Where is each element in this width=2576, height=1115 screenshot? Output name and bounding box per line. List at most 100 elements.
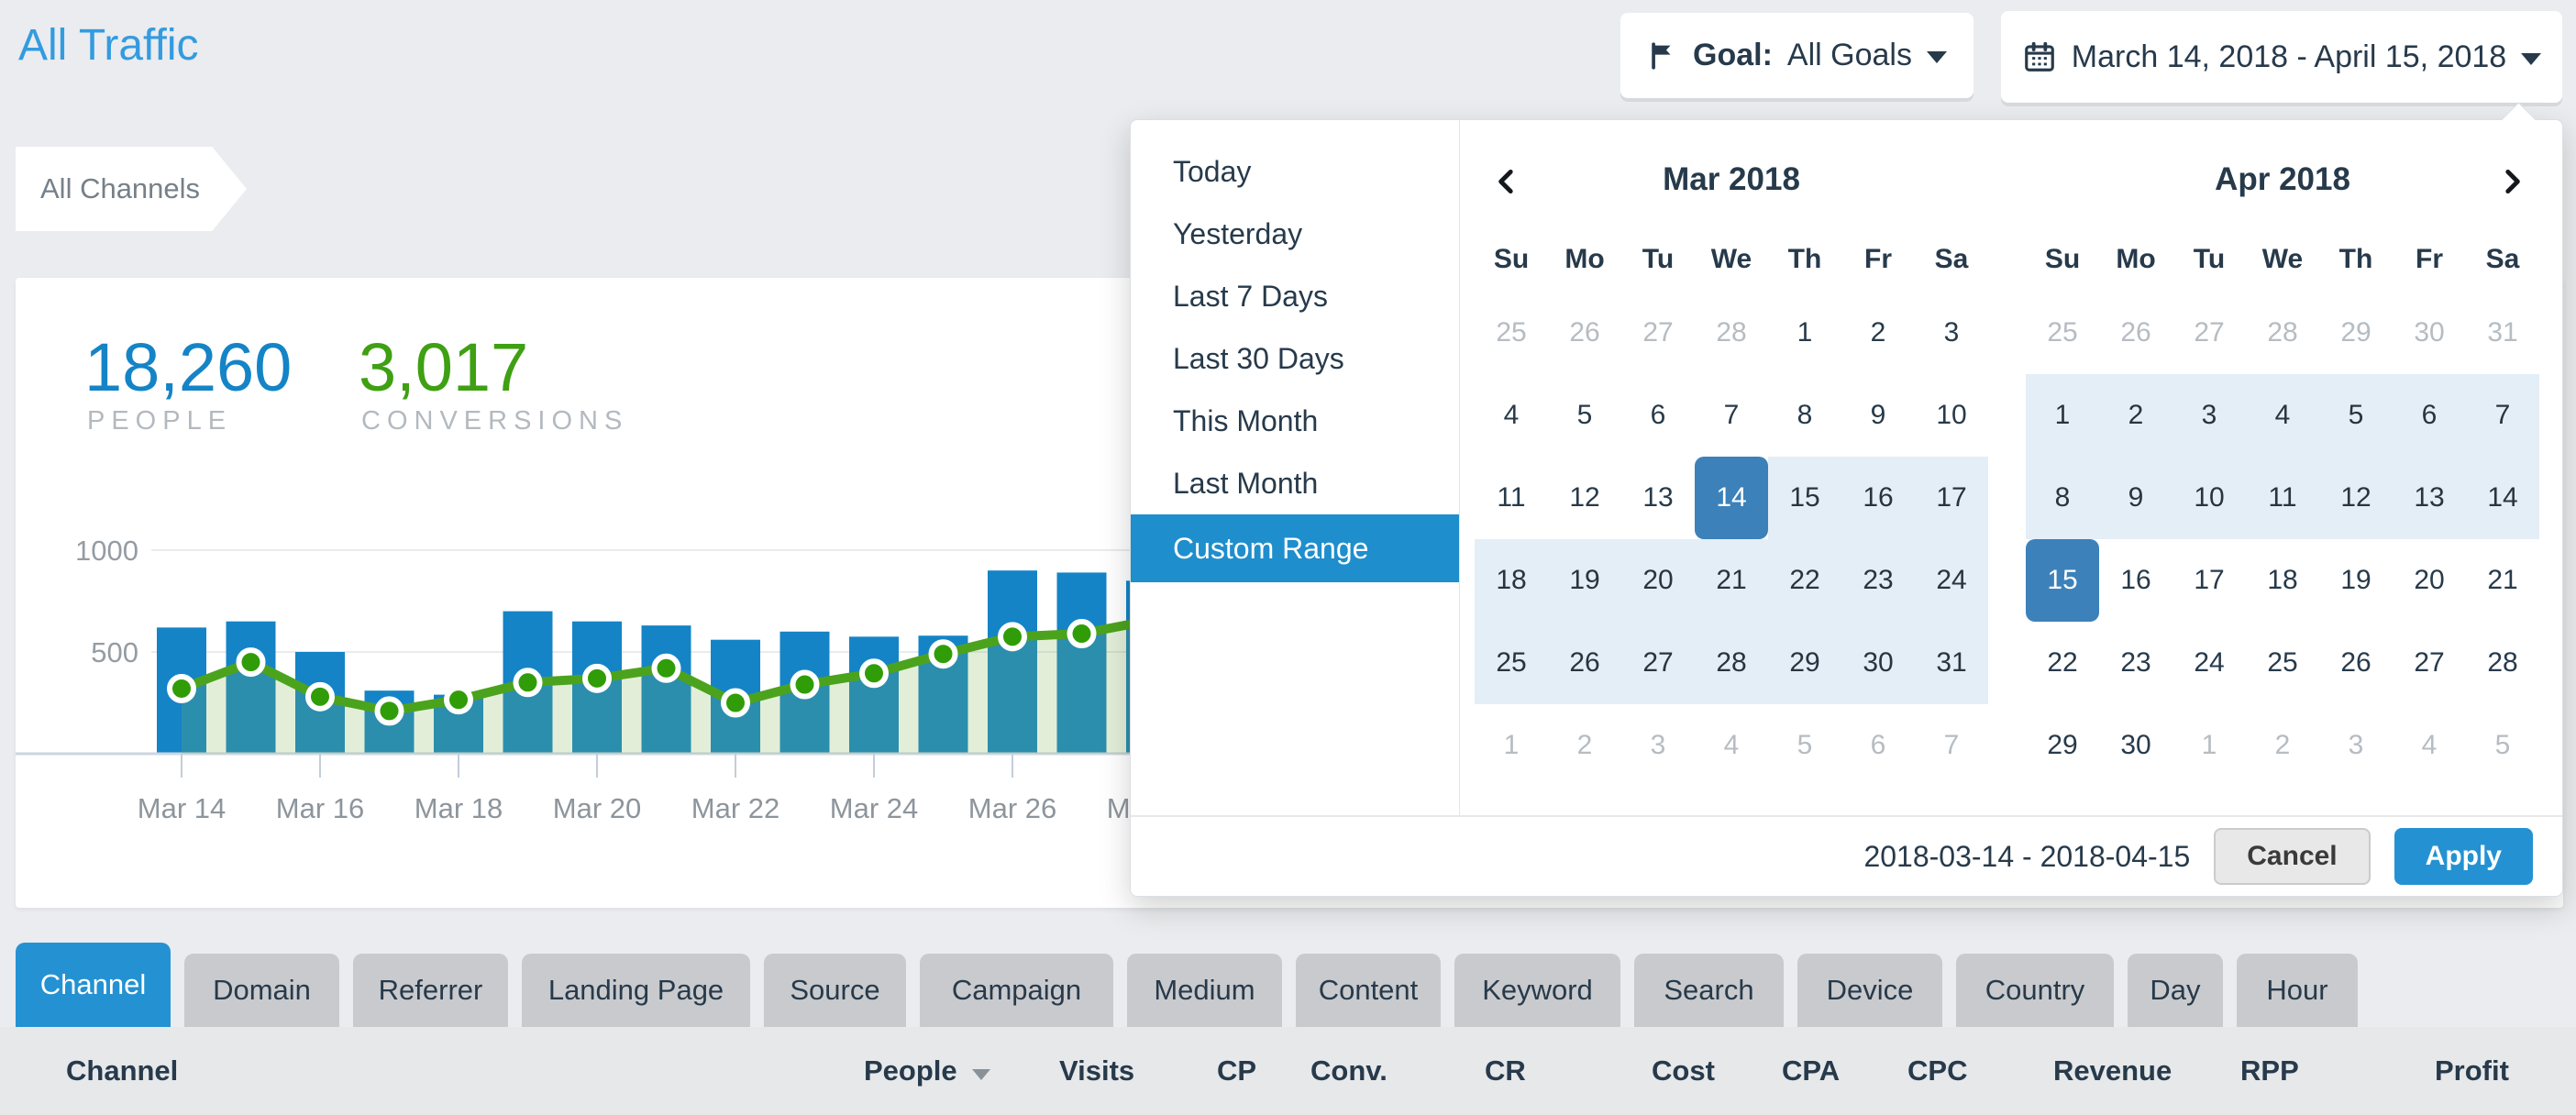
column-header-people[interactable]: People bbox=[864, 1054, 990, 1087]
breadcrumb-chip-all-channels[interactable]: All Channels bbox=[16, 147, 247, 231]
day-cell[interactable]: 28 bbox=[2267, 317, 2298, 348]
day-cell[interactable]: 2 bbox=[2099, 374, 2172, 457]
column-header-rpp[interactable]: RPP bbox=[2240, 1054, 2299, 1087]
day-cell[interactable]: 27 bbox=[1621, 622, 1695, 704]
day-cell[interactable]: 28 bbox=[1716, 317, 1747, 348]
day-cell[interactable]: 1 bbox=[2201, 730, 2217, 760]
day-cell[interactable]: 10 bbox=[1936, 400, 1967, 430]
day-cell[interactable]: 24 bbox=[2194, 647, 2225, 678]
preset-today[interactable]: Today bbox=[1173, 154, 1252, 188]
day-cell[interactable]: 18 bbox=[2267, 565, 2298, 595]
day-cell[interactable]: 7 bbox=[1943, 730, 1960, 760]
day-cell[interactable]: 7 bbox=[2466, 374, 2539, 457]
day-cell[interactable]: 27 bbox=[2414, 647, 2445, 678]
day-cell[interactable]: 12 bbox=[1569, 482, 1600, 513]
column-header-conv[interactable]: Conv. bbox=[1310, 1054, 1388, 1087]
day-cell[interactable]: 1 bbox=[1503, 730, 1520, 760]
day-cell[interactable]: 25 bbox=[2047, 317, 2078, 348]
day-cell[interactable]: 21 bbox=[1695, 539, 1768, 622]
day-cell[interactable]: 20 bbox=[1621, 539, 1695, 622]
day-cell[interactable]: 23 bbox=[2120, 647, 2151, 678]
tab-country[interactable]: Country bbox=[1956, 954, 2114, 1027]
tab-day[interactable]: Day bbox=[2128, 954, 2223, 1027]
day-cell[interactable]: 2 bbox=[1870, 317, 1886, 348]
day-cell[interactable]: 13 bbox=[2393, 457, 2466, 539]
column-header-revenue[interactable]: Revenue bbox=[2053, 1054, 2172, 1087]
day-cell[interactable]: 6 bbox=[1650, 400, 1666, 430]
day-cell-selected[interactable]: 14 bbox=[1695, 457, 1768, 539]
day-cell[interactable]: 19 bbox=[2340, 565, 2371, 595]
day-cell[interactable]: 12 bbox=[2319, 457, 2393, 539]
day-cell[interactable]: 17 bbox=[1915, 457, 1988, 539]
preset-yesterday[interactable]: Yesterday bbox=[1173, 216, 1303, 250]
day-cell[interactable]: 5 bbox=[1797, 730, 1813, 760]
day-cell[interactable]: 4 bbox=[1723, 730, 1740, 760]
day-cell[interactable]: 27 bbox=[1642, 317, 1674, 348]
day-cell[interactable]: 13 bbox=[1642, 482, 1674, 513]
day-cell[interactable]: 29 bbox=[2047, 730, 2078, 760]
day-cell[interactable]: 4 bbox=[2421, 730, 2438, 760]
tab-referrer[interactable]: Referrer bbox=[353, 954, 508, 1027]
day-cell[interactable]: 15 bbox=[1768, 457, 1841, 539]
column-header-channel[interactable]: Channel bbox=[66, 1054, 179, 1087]
preset-custom-range[interactable]: Custom Range bbox=[1131, 514, 1459, 582]
day-cell[interactable]: 11 bbox=[1497, 482, 1526, 513]
day-cell[interactable]: 25 bbox=[2267, 647, 2298, 678]
day-cell[interactable]: 31 bbox=[1915, 622, 1988, 704]
day-cell[interactable]: 8 bbox=[2026, 457, 2099, 539]
day-cell[interactable]: 20 bbox=[2414, 565, 2445, 595]
day-cell[interactable]: 28 bbox=[1695, 622, 1768, 704]
day-cell[interactable]: 26 bbox=[2120, 317, 2151, 348]
day-cell[interactable]: 22 bbox=[1768, 539, 1841, 622]
day-cell[interactable]: 16 bbox=[2120, 565, 2151, 595]
day-cell[interactable]: 8 bbox=[1797, 400, 1813, 430]
day-cell[interactable]: 22 bbox=[2047, 647, 2078, 678]
day-cell[interactable]: 30 bbox=[2414, 317, 2445, 348]
day-cell[interactable]: 3 bbox=[2172, 374, 2246, 457]
tab-campaign[interactable]: Campaign bbox=[920, 954, 1113, 1027]
day-cell[interactable]: 9 bbox=[2099, 457, 2172, 539]
day-cell[interactable]: 10 bbox=[2172, 457, 2246, 539]
tab-medium[interactable]: Medium bbox=[1127, 954, 1282, 1027]
day-cell[interactable]: 18 bbox=[1475, 539, 1548, 622]
preset-last-month[interactable]: Last Month bbox=[1173, 466, 1319, 500]
preset-last-7-days[interactable]: Last 7 Days bbox=[1173, 279, 1328, 313]
preset-last-30-days[interactable]: Last 30 Days bbox=[1173, 341, 1344, 375]
preset-this-month[interactable]: This Month bbox=[1173, 403, 1319, 437]
tab-device[interactable]: Device bbox=[1797, 954, 1942, 1027]
day-cell[interactable]: 3 bbox=[1943, 317, 1960, 348]
day-cell[interactable]: 28 bbox=[2487, 647, 2518, 678]
day-cell[interactable]: 7 bbox=[1723, 400, 1740, 430]
day-cell[interactable]: 6 bbox=[2393, 374, 2466, 457]
day-cell[interactable]: 30 bbox=[2120, 730, 2151, 760]
day-cell[interactable]: 21 bbox=[2487, 565, 2518, 595]
date-range-button[interactable]: March 14, 2018 - April 15, 2018 bbox=[2001, 11, 2562, 103]
day-cell[interactable]: 23 bbox=[1841, 539, 1915, 622]
day-cell[interactable]: 4 bbox=[2246, 374, 2319, 457]
day-cell[interactable]: 19 bbox=[1548, 539, 1621, 622]
column-header-visits[interactable]: Visits bbox=[1059, 1054, 1135, 1087]
tab-hour[interactable]: Hour bbox=[2237, 954, 2358, 1027]
cancel-button[interactable]: Cancel bbox=[2214, 828, 2371, 885]
column-header-cost[interactable]: Cost bbox=[1652, 1054, 1715, 1087]
day-cell[interactable]: 1 bbox=[1797, 317, 1813, 348]
tab-content[interactable]: Content bbox=[1296, 954, 1441, 1027]
day-cell[interactable]: 2 bbox=[2274, 730, 2291, 760]
day-cell[interactable]: 3 bbox=[1650, 730, 1666, 760]
day-cell[interactable]: 26 bbox=[1548, 622, 1621, 704]
day-cell[interactable]: 24 bbox=[1915, 539, 1988, 622]
day-cell[interactable]: 9 bbox=[1870, 400, 1886, 430]
day-cell[interactable]: 16 bbox=[1841, 457, 1915, 539]
day-cell[interactable]: 5 bbox=[2319, 374, 2393, 457]
day-cell[interactable]: 25 bbox=[1475, 622, 1548, 704]
tab-domain[interactable]: Domain bbox=[184, 954, 339, 1027]
day-cell[interactable]: 6 bbox=[1870, 730, 1886, 760]
day-cell[interactable]: 26 bbox=[1569, 317, 1600, 348]
day-cell[interactable]: 5 bbox=[1576, 400, 1593, 430]
day-cell[interactable]: 29 bbox=[2340, 317, 2371, 348]
day-cell[interactable]: 29 bbox=[1768, 622, 1841, 704]
day-cell[interactable]: 5 bbox=[2494, 730, 2511, 760]
day-cell[interactable]: 27 bbox=[2194, 317, 2225, 348]
day-cell[interactable]: 3 bbox=[2348, 730, 2364, 760]
column-header-cp[interactable]: CP bbox=[1217, 1054, 1257, 1087]
